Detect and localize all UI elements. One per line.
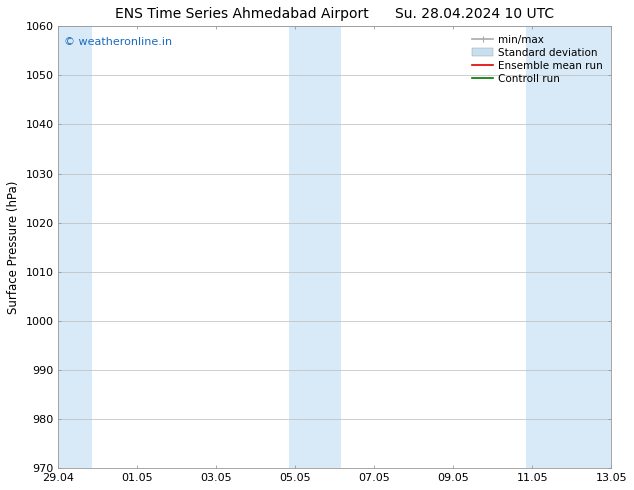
Y-axis label: Surface Pressure (hPa): Surface Pressure (hPa)	[7, 180, 20, 314]
Legend: min/max, Standard deviation, Ensemble mean run, Controll run: min/max, Standard deviation, Ensemble me…	[469, 31, 606, 87]
Bar	[53, 26, 92, 468]
Text: © weatheronline.in: © weatheronline.in	[64, 37, 172, 48]
Title: ENS Time Series Ahmedabad Airport      Su. 28.04.2024 10 UTC: ENS Time Series Ahmedabad Airport Su. 28…	[115, 7, 554, 21]
Bar	[290, 26, 341, 468]
Bar	[526, 26, 617, 468]
